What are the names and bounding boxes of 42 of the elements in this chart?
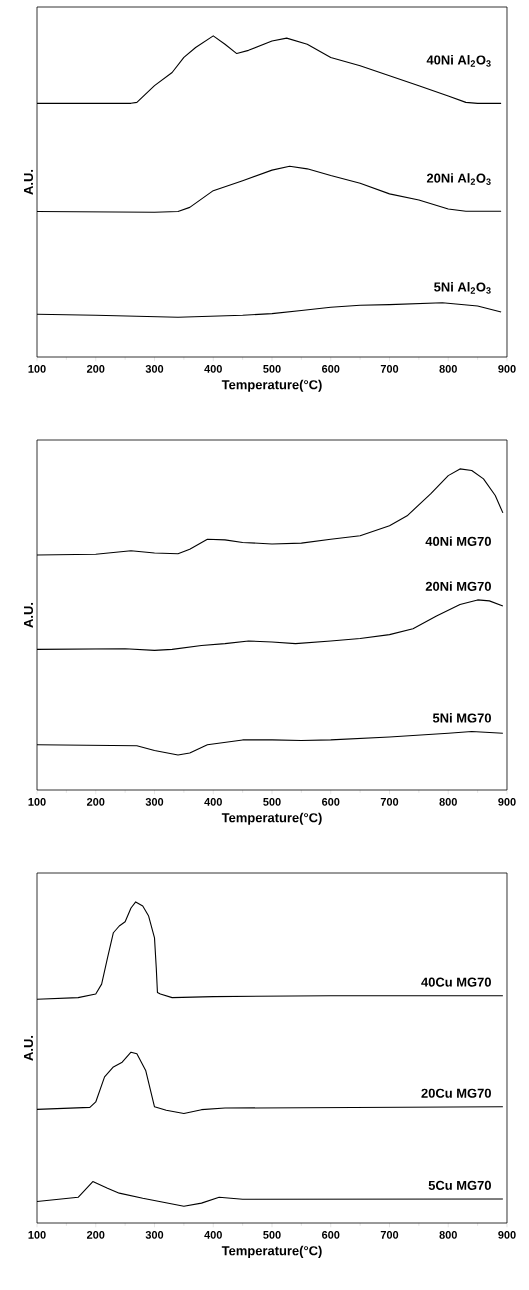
x-tick-label: 800	[439, 364, 457, 373]
x-tick-label: 300	[145, 797, 164, 806]
x-tick-label: 900	[498, 364, 516, 373]
x-tick-label: 200	[86, 797, 105, 806]
x-tick-label: 500	[263, 1231, 281, 1239]
x-tick-label: 800	[439, 797, 457, 806]
x-tick-label: 900	[498, 1231, 516, 1239]
series-label: 20Ni MG70	[425, 581, 491, 591]
series-label: 5Ni Al$_{2}$O$_{3}$	[434, 282, 491, 294]
x-tick-label: 600	[322, 797, 340, 806]
series-label: 20Ni Al$_{2}$O$_{3}$	[426, 173, 491, 185]
x-tick-label: 700	[380, 1231, 399, 1239]
x-axis-title: Temperature(°C)	[221, 1245, 322, 1258]
x-tick-label: 600	[322, 364, 340, 373]
x-tick-label: 300	[145, 1231, 164, 1239]
x-tick-label: 900	[498, 797, 516, 806]
x-axis-title: Temperature(°C)	[221, 379, 322, 392]
series-label: 5Ni MG70	[432, 713, 491, 723]
x-tick-label: 600	[322, 1231, 340, 1239]
series-label: 20Cu MG70	[421, 1088, 491, 1098]
x-tick-label: 100	[28, 797, 46, 806]
x-axis-title: Temperature(°C)	[221, 812, 322, 825]
x-tick-label: 500	[263, 364, 281, 373]
y-axis-title: A.U.	[24, 169, 34, 195]
x-tick-label: 100	[28, 1231, 46, 1239]
text: 40Ni MG70	[425, 536, 491, 546]
x-tick-label: 800	[439, 1231, 457, 1239]
x-tick-label: 300	[145, 364, 164, 373]
x-tick-label: 200	[86, 1231, 105, 1239]
series-label: 40Cu MG70	[421, 977, 491, 987]
y-axis-title: A.U.	[24, 1035, 34, 1061]
x-tick-label: 400	[204, 1231, 222, 1239]
x-tick-label: 700	[380, 364, 399, 373]
x-tick-label: 100	[28, 364, 46, 373]
x-tick-label: 200	[86, 364, 105, 373]
x-tick-label: 400	[204, 364, 222, 373]
series-label: 40Ni Al$_{2}$O$_{3}$	[426, 55, 491, 67]
series-label: 5Cu MG70	[428, 1180, 491, 1190]
x-tick-label: 700	[380, 797, 399, 806]
x-tick-label: 500	[263, 797, 281, 806]
y-axis-title: A.U.	[24, 602, 34, 628]
x-tick-label: 400	[204, 797, 222, 806]
